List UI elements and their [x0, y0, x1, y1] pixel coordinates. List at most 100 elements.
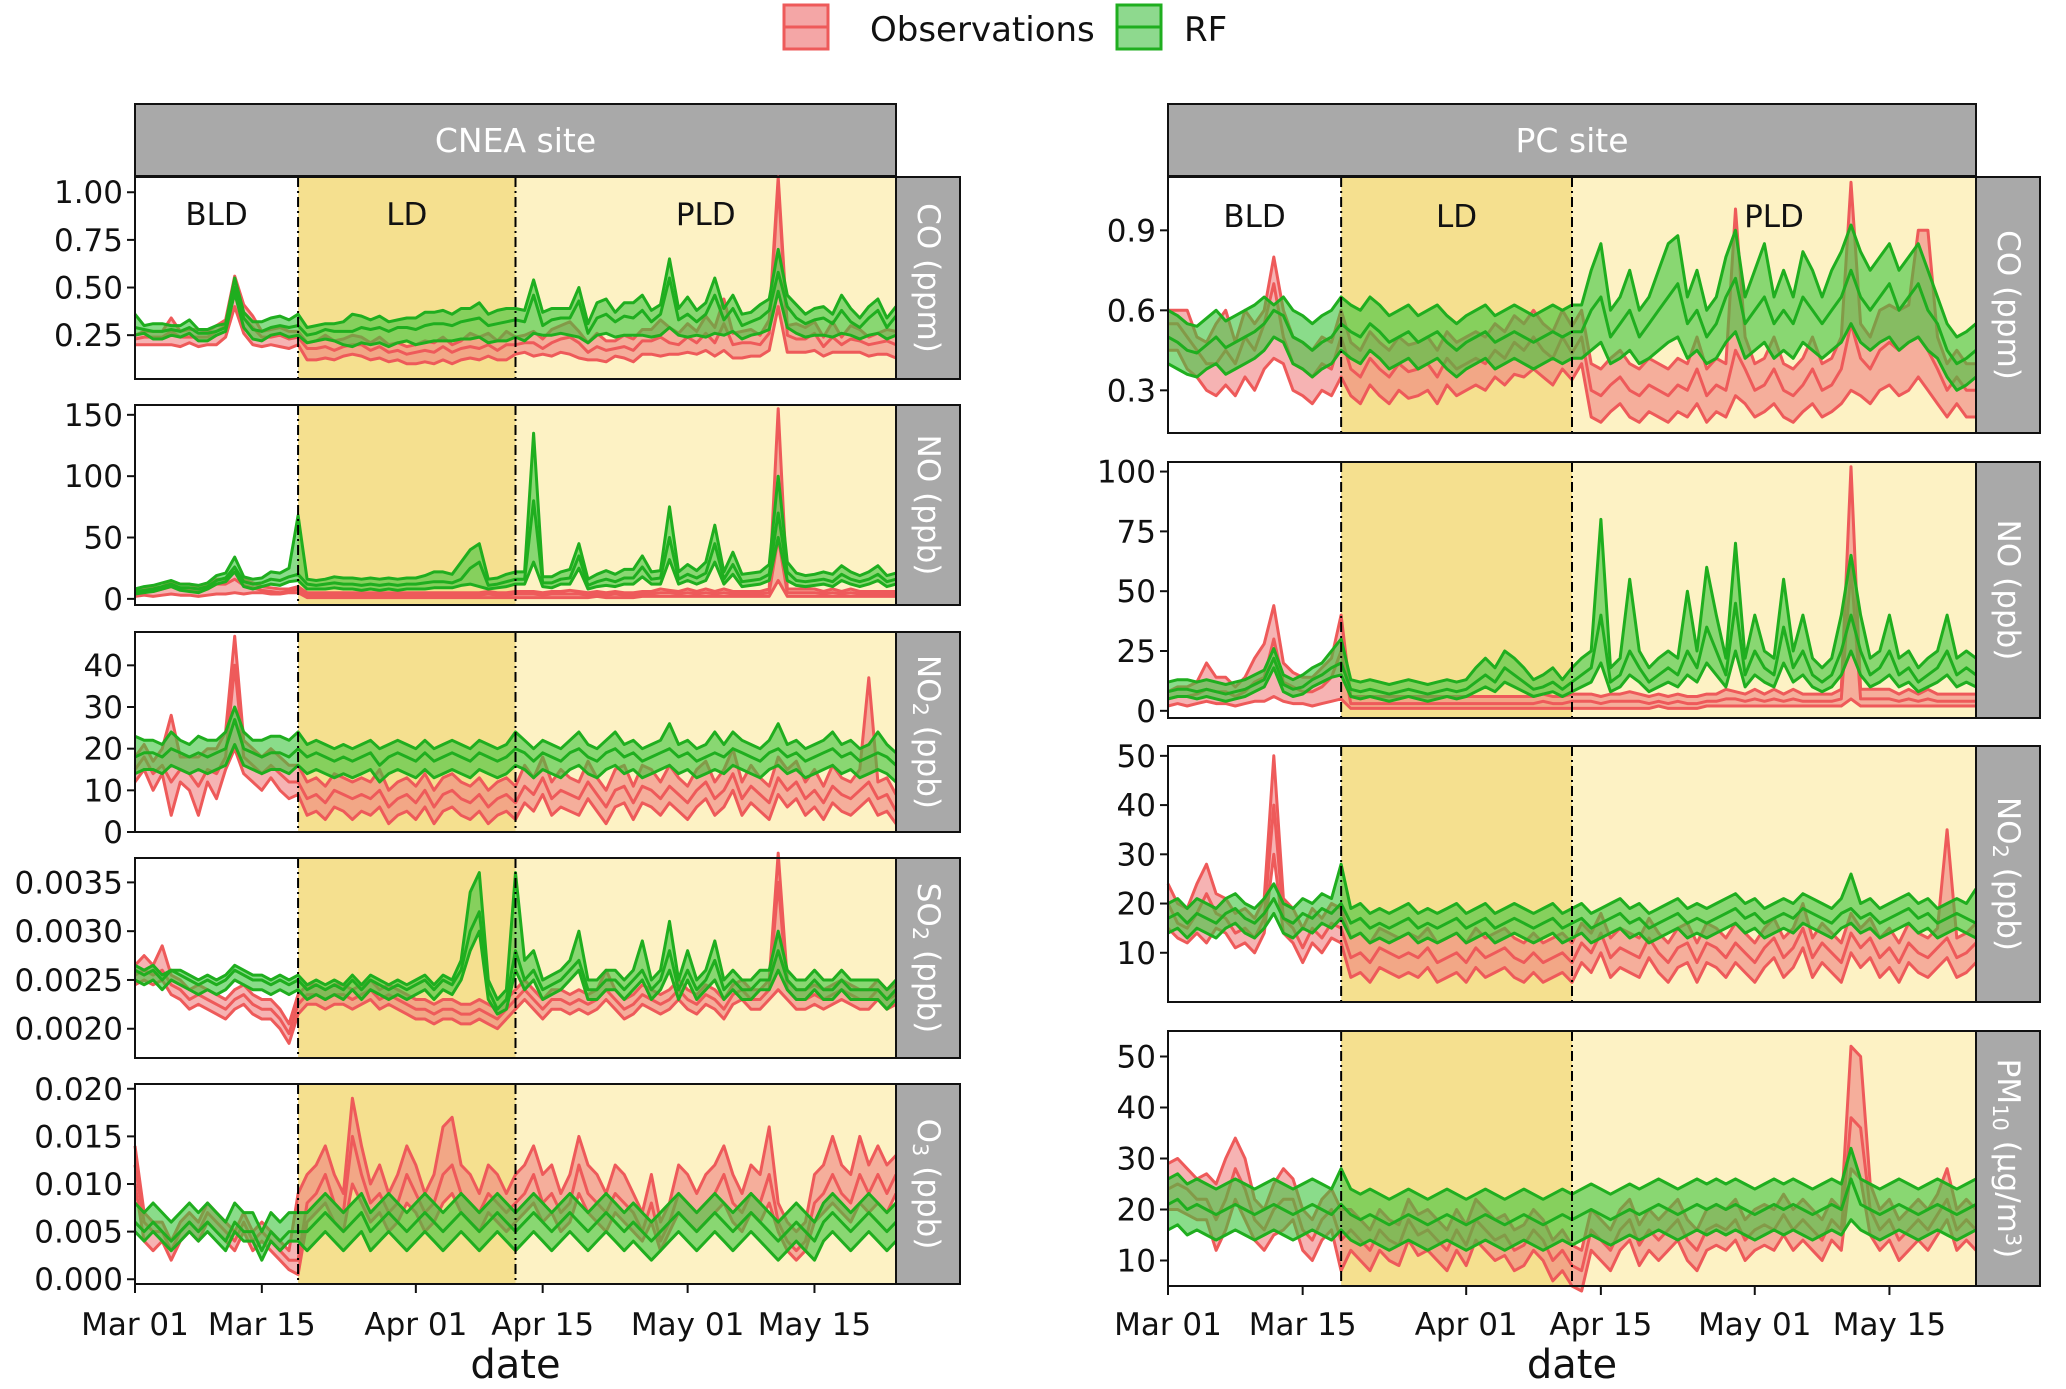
y-tick-label: 30 — [1117, 837, 1156, 873]
variable-label: SO2 (ppb) — [908, 883, 946, 1034]
variable-label: NO (ppb) — [1990, 520, 2026, 661]
series-rf-lower — [1167, 911, 1977, 945]
y-tick-label: 0.3 — [1107, 373, 1156, 409]
variable-unit: (ppm) — [910, 249, 946, 353]
x-tick-label: Apr 01 — [364, 1307, 467, 1343]
band-obs — [1168, 182, 1976, 423]
panel-1: NO (ppb) 0 50 100 150 — [64, 398, 961, 618]
variable-name: PM — [1990, 1059, 2026, 1104]
variable-label: NO2 (ppb) — [908, 655, 946, 809]
y-tick-label: 100 — [64, 459, 123, 495]
variable-subscript: 2 — [908, 703, 932, 716]
variable-name: NO — [910, 655, 946, 703]
band-rf — [135, 707, 896, 782]
variable-name: NO — [1990, 520, 2026, 568]
band-obs — [135, 636, 896, 824]
y-tick-label: 25 — [1117, 634, 1156, 670]
y-tick-label: 1.00 — [54, 175, 123, 211]
variable-name: NO — [910, 435, 946, 483]
series-obs-lower — [135, 305, 897, 366]
y-tick-label: 50 — [84, 521, 123, 557]
x-tick-label: Apr 15 — [1549, 1307, 1652, 1343]
variable-label: NO (ppb) — [910, 435, 946, 576]
y-tick-label: 0.005 — [34, 1215, 123, 1251]
x-tick-label: Apr 15 — [491, 1307, 594, 1343]
series-obs-lower — [134, 579, 896, 600]
panel-0: CO (ppm) 0.3 0.6 0.9 BLD LD PLD — [1107, 176, 2041, 434]
y-tick-label: 20 — [1117, 1193, 1156, 1229]
period-label-ld: LD — [386, 197, 427, 233]
facets: CNEA site CO (ppm) 0.25 0.50 0.75 1.00 BLD LD PL… — [15, 103, 2041, 1388]
period-label-pld: PLD — [1744, 199, 1804, 235]
series-rf-upper — [133, 247, 898, 331]
period-ld-shade — [1341, 462, 1572, 718]
y-tick-label: 20 — [84, 732, 123, 768]
x-axis-title: date — [1527, 1342, 1617, 1388]
band-rf — [135, 433, 896, 594]
panel-3: SO2 (ppb) 0.0020 0.0025 0.0030 0.0035 — [15, 851, 961, 1059]
x-tick-label: Mar 15 — [208, 1307, 316, 1343]
variable-label: CO (ppm) — [1990, 230, 2026, 380]
panel-4: O3 (ppb) 0.000 0.005 0.010 0.015 0.020 — [34, 1072, 961, 1298]
series-obs-center — [1166, 803, 1978, 965]
variable-unit: (ppb) — [910, 482, 946, 575]
y-tick-label: 10 — [1117, 936, 1156, 972]
legend: Observations RF — [782, 3, 1227, 51]
y-tick-label: 0.000 — [34, 1262, 123, 1298]
series-obs-upper — [133, 1096, 898, 1253]
variable-strip — [895, 176, 961, 380]
variable-unit: (ppm) — [1990, 276, 2026, 380]
period-label-bld: BLD — [185, 197, 247, 233]
variable-subscript: 2 — [908, 927, 932, 940]
y-tick-label: 0.0020 — [15, 1012, 123, 1048]
y-tick-label: 40 — [1117, 788, 1156, 824]
x-tick-label: Mar 01 — [1114, 1307, 1222, 1343]
variable-strip — [1975, 745, 2041, 1003]
series-rf-lower — [134, 743, 898, 784]
variable-strip — [895, 857, 961, 1059]
period-label-bld: BLD — [1223, 199, 1285, 235]
period-label-ld: LD — [1436, 199, 1477, 235]
panel-0: CO (ppm) 0.25 0.50 0.75 1.00 BLD LD PLD — [54, 175, 961, 380]
variable-name: NO — [1990, 797, 2026, 845]
panel-1: NO (ppb) 0 25 50 75 100 — [1097, 455, 2041, 730]
series-rf-center — [1167, 897, 1977, 930]
variable-unit: (ppb) — [1990, 858, 2026, 951]
legend-label-observations: Observations — [870, 10, 1095, 50]
x-tick-label: Mar 01 — [81, 1307, 189, 1343]
x-tick-label: Mar 15 — [1249, 1307, 1357, 1343]
y-tick-label: 40 — [1117, 1091, 1156, 1127]
y-tick-label: 0.020 — [34, 1072, 123, 1108]
y-tick-label: 0.010 — [34, 1167, 123, 1203]
variable-unit: (µg/m — [1990, 1131, 2026, 1233]
y-tick-label: 50 — [1117, 574, 1156, 610]
variable-strip — [895, 1083, 961, 1285]
x-tick-label: May 01 — [1698, 1307, 1811, 1343]
panel-2: NO2 (ppb) 10 20 30 40 50 — [1117, 739, 2041, 1003]
variable-name: O — [910, 1119, 946, 1143]
variable-subscript: 3 — [908, 1143, 932, 1156]
y-tick-label: 0.6 — [1107, 293, 1156, 329]
band-rf — [1168, 519, 1976, 702]
variable-strip — [1975, 461, 2041, 719]
x-tick-label: May 15 — [758, 1307, 871, 1343]
variable-unit: (ppb) — [910, 940, 946, 1033]
variable-strip — [895, 631, 961, 833]
variable-unit: (ppb) — [910, 716, 946, 809]
site-title: CNEA site — [435, 121, 596, 160]
variable-superscript: 3 — [2001, 1233, 2025, 1246]
y-tick-label: 0.75 — [54, 223, 123, 259]
y-tick-label: 0.0025 — [15, 963, 123, 999]
site-strip — [134, 103, 897, 177]
variable-label: PM10 (µg/m3) — [1988, 1059, 2026, 1259]
y-tick-label: 50 — [1117, 739, 1156, 775]
variable-subscript: 10 — [1988, 1104, 2012, 1131]
y-tick-label: 0.015 — [34, 1119, 123, 1155]
y-tick-label: 0.0035 — [15, 865, 123, 901]
variable-label: CO (ppm) — [910, 203, 946, 353]
x-tick-label: May 15 — [1833, 1307, 1946, 1343]
band-rf — [1168, 864, 1976, 943]
series-obs-lower — [1166, 852, 1978, 984]
x-tick-label: May 01 — [631, 1307, 744, 1343]
